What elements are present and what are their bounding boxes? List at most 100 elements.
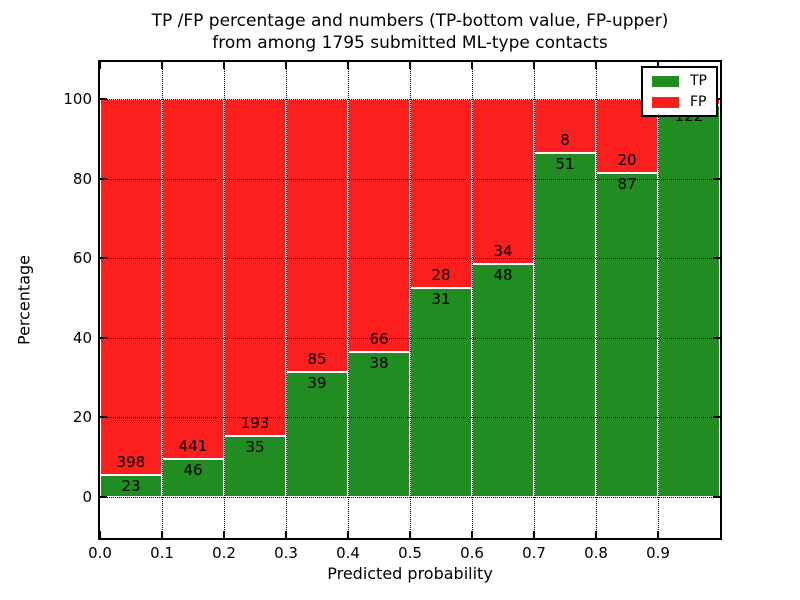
chart-title-line2: from among 1795 submitted ML-type contac… — [212, 33, 608, 54]
x-tick-mark-top — [347, 62, 349, 69]
x-tick-mark-top — [409, 62, 411, 69]
bar-tp — [658, 105, 720, 497]
tp-count-label: 51 — [555, 154, 575, 173]
y-tick-mark-right — [713, 177, 720, 180]
x-tick-mark-top — [285, 62, 287, 69]
y-tick-mark — [100, 416, 107, 419]
x-tick-label: 0.4 — [336, 544, 360, 562]
x-tick-label: 0.2 — [212, 544, 236, 562]
x-tick-mark-top — [223, 62, 225, 69]
fp-count-label: 398 — [116, 453, 146, 472]
gridline-vertical — [348, 62, 349, 538]
bar-tp — [100, 475, 162, 497]
tp-count-label: 46 — [183, 461, 203, 480]
x-tick-mark — [223, 531, 225, 538]
legend-swatch-tp-icon — [652, 75, 679, 87]
plot-area: TP FP 398 23 441 46 193 35 85 39 66 38 28 31 34 48 8 51… — [98, 60, 722, 540]
gridline-vertical — [286, 62, 287, 538]
x-tick-mark — [533, 531, 535, 538]
y-tick-mark — [100, 257, 107, 260]
x-tick-mark-top — [657, 62, 659, 69]
x-tick-label: 0.7 — [522, 544, 546, 562]
fp-count-label: 85 — [307, 349, 327, 368]
gridline-vertical — [596, 62, 597, 538]
gridline-vertical — [410, 62, 411, 538]
y-tick-mark-right — [713, 496, 720, 498]
x-tick-label: 0.9 — [646, 544, 670, 562]
fp-count-label: 66 — [369, 329, 389, 348]
gridline-vertical — [162, 62, 163, 538]
bar-tp — [348, 351, 410, 497]
x-tick-mark-top — [99, 62, 101, 69]
x-tick-label: 0.1 — [150, 544, 174, 562]
x-axis-label: Predicted probability — [327, 564, 493, 583]
bar-tp — [410, 287, 472, 497]
y-tick-mark-right — [713, 416, 720, 419]
x-tick-mark — [595, 531, 597, 538]
gridline-vertical — [472, 62, 473, 538]
y-tick-mark — [100, 496, 107, 498]
tp-count-label: 35 — [245, 437, 265, 456]
y-tick-label: 60 — [72, 249, 92, 268]
x-tick-mark — [471, 531, 473, 538]
tp-count-label: 48 — [493, 266, 513, 285]
gridline-vertical — [224, 62, 225, 538]
fp-count-label: 28 — [431, 265, 451, 284]
tp-count-label: 87 — [617, 175, 637, 194]
y-tick-mark-right — [713, 336, 720, 339]
legend-label-tp: TP — [690, 73, 707, 89]
y-tick-mark — [100, 336, 107, 339]
legend-item-tp: TP — [652, 74, 707, 88]
y-tick-label: 100 — [63, 90, 92, 108]
y-tick-mark — [100, 177, 107, 180]
x-tick-mark — [657, 531, 659, 538]
bar-fp — [286, 99, 348, 372]
x-tick-mark — [161, 531, 163, 538]
y-tick-mark-right — [713, 257, 720, 260]
fp-count-label: 8 — [560, 130, 570, 149]
bar-fp — [100, 99, 162, 476]
bar-fp — [224, 99, 286, 436]
bar-tp — [596, 173, 658, 497]
legend-label-fp: FP — [690, 94, 707, 110]
bar-tp — [162, 459, 224, 497]
fp-count-label: 20 — [617, 151, 637, 170]
tp-count-label: 38 — [369, 353, 389, 372]
x-tick-mark-top — [595, 62, 597, 69]
chart-title-line1: TP /FP percentage and numbers (TP-bottom… — [151, 11, 669, 31]
x-tick-mark — [99, 531, 101, 538]
x-tick-label: 0.8 — [584, 544, 608, 562]
y-axis-label: Percentage — [14, 254, 34, 346]
bar-tp — [534, 152, 596, 497]
legend: TP FP — [641, 66, 718, 117]
x-tick-mark — [409, 531, 411, 538]
fp-count-label: 34 — [493, 242, 513, 261]
bar-fp — [472, 99, 534, 265]
x-tick-mark-top — [471, 62, 473, 69]
bar-tp — [286, 371, 348, 497]
legend-swatch-fp-icon — [652, 96, 679, 108]
fp-count-label: 441 — [178, 437, 208, 456]
x-tick-label: 0.5 — [398, 544, 422, 562]
tp-count-label: 31 — [431, 289, 451, 308]
bar-tp — [472, 264, 534, 497]
x-tick-mark-top — [161, 62, 163, 69]
legend-item-fp: FP — [652, 95, 707, 109]
tp-count-label: 39 — [307, 373, 327, 392]
x-tick-mark-top — [533, 62, 535, 69]
fp-count-label: 193 — [240, 413, 270, 432]
y-tick-label: 0 — [82, 488, 92, 506]
gridline-vertical — [534, 62, 535, 538]
x-tick-label: 0.0 — [88, 544, 112, 562]
bar-fp — [162, 99, 224, 460]
tp-count-label: 23 — [121, 477, 141, 496]
chart-title: TP /FP percentage and numbers (TP-bottom… — [100, 10, 720, 55]
gridline-vertical — [658, 62, 659, 538]
x-tick-label: 0.6 — [460, 544, 484, 562]
y-tick-mark — [100, 98, 107, 100]
bar-tp — [224, 435, 286, 497]
y-tick-label: 80 — [72, 169, 92, 188]
bar-fp — [410, 99, 472, 288]
x-tick-mark — [347, 531, 349, 538]
